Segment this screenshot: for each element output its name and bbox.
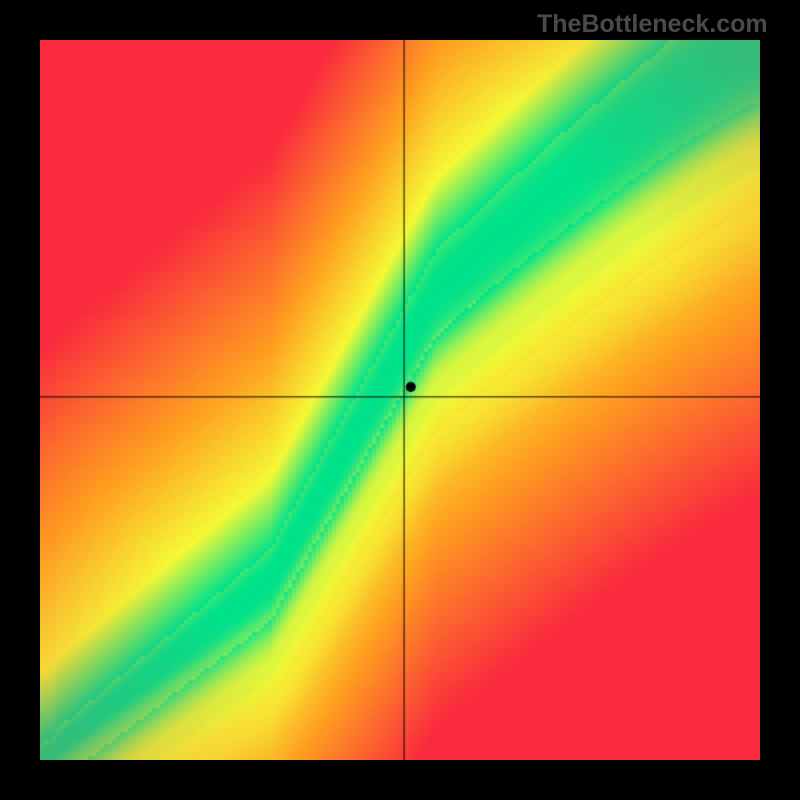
chart-container: TheBottleneck.com xyxy=(0,0,800,800)
bottleneck-heatmap xyxy=(40,40,760,760)
watermark-text: TheBottleneck.com xyxy=(537,10,768,39)
